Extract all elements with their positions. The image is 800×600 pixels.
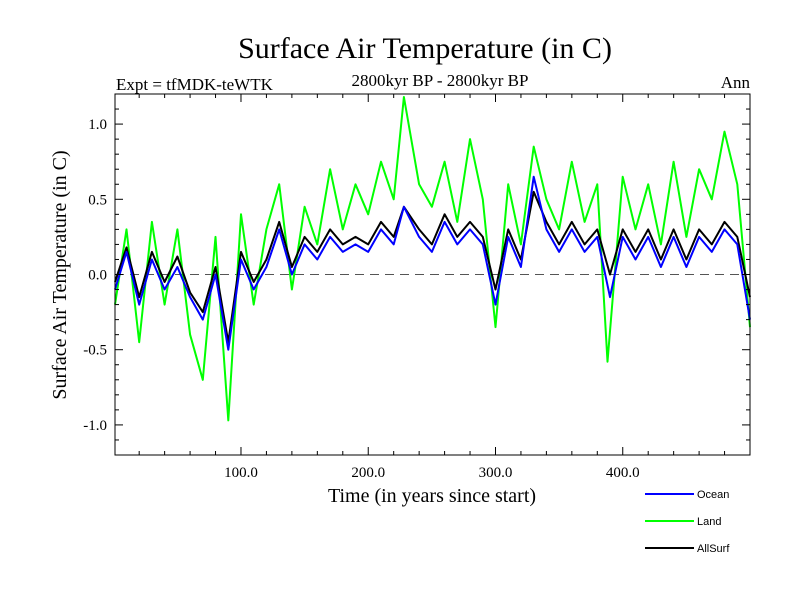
y-tick-label: 1.0 [88, 117, 107, 133]
legend-label-land: Land [697, 516, 721, 528]
x-tick-label: 400.0 [606, 465, 640, 481]
x-tick-label: 300.0 [479, 465, 513, 481]
y-tick-label: 0.0 [88, 268, 107, 284]
chart-subtitle-center: 2800kyr BP - 2800kyr BP [352, 71, 529, 90]
plot-area [114, 96, 751, 422]
chart-subtitle-left: Expt = tfMDK-teWTK [116, 75, 274, 94]
legend-label-allsurf: AllSurf [697, 543, 730, 555]
axes: 100.0 200.0 300.0 400.0 -1.0 -0.5 0.0 0.5 1.0 [83, 94, 750, 481]
legend: Ocean Land AllSurf [645, 489, 730, 555]
chart-subtitle-right: Ann [721, 73, 751, 92]
y-tick-label: -0.5 [83, 343, 107, 359]
series-line-ocean [114, 175, 751, 351]
series-line-land [114, 96, 751, 422]
y-tick-label: 0.5 [88, 192, 107, 208]
x-axis-label: Time (in years since start) [328, 485, 536, 507]
y-tick-label: -1.0 [83, 418, 107, 434]
y-axis-label: Surface Air Temperature (in C) [49, 150, 71, 399]
series-line-allsurf [114, 190, 751, 344]
x-tick-label: 200.0 [351, 465, 385, 481]
x-tick-label: 100.0 [224, 465, 258, 481]
chart-title: Surface Air Temperature (in C) [238, 32, 612, 65]
legend-label-ocean: Ocean [697, 489, 729, 501]
